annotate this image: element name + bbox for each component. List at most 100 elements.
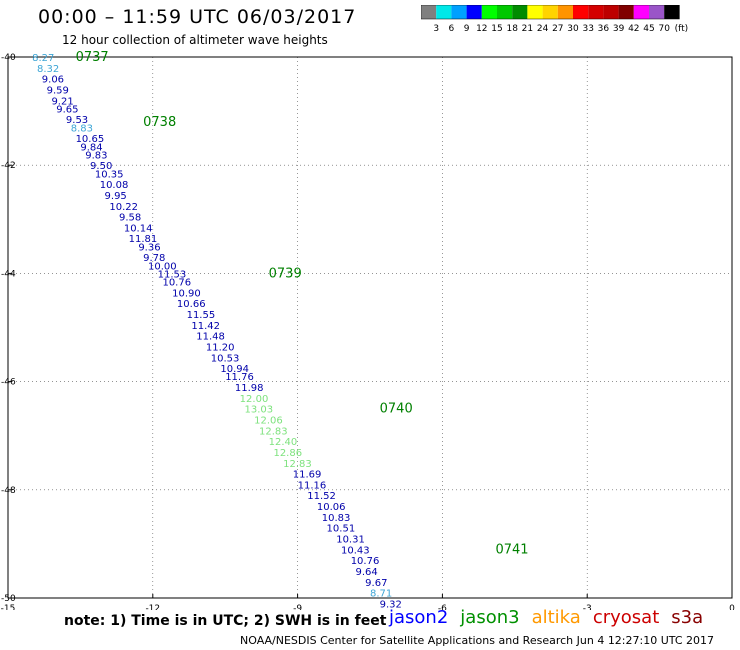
wave-height-label: 9.53 [66, 115, 88, 126]
wave-height-label: 12.83 [283, 459, 312, 470]
colorbar-swatch [451, 5, 467, 19]
wave-height-map: -15 -12 -9 -6 -3 0-40-42-44-46-48-508.278.329… [1, 50, 735, 610]
colorbar-label: 39 [613, 24, 625, 34]
wave-height-label: 10.22 [109, 202, 138, 213]
page-subtitle: 12 hour collection of altimeter wave hei… [62, 33, 328, 47]
wave-height-label: 10.14 [124, 223, 153, 234]
colorbar-swatch [542, 5, 558, 19]
colorbar-swatch [573, 5, 589, 19]
wave-height-label: 9.59 [47, 85, 69, 96]
units-note: note: 1) Time is in UTC; 2) SWH is in fe… [64, 613, 387, 629]
pass-time-label: 0741 [495, 542, 528, 557]
wave-height-label: 9.95 [105, 191, 127, 202]
pass-time-label: 0740 [380, 402, 413, 417]
wave-height-label: 13.03 [245, 405, 274, 416]
wave-height-label: 11.81 [129, 234, 158, 245]
satellite-legend-item: cryosat [592, 607, 660, 628]
colorbar-label: 70 [658, 24, 670, 34]
wave-height-colorbar: 3 6 9 12 15 18 21 24 27 30 33 36 39 42 45 70 (ft) [421, 5, 689, 34]
wave-height-label: 11.20 [206, 342, 235, 353]
pass-time-label: 0737 [76, 50, 109, 65]
pass-time-label: 0738 [143, 115, 176, 130]
wave-height-label: 8.83 [71, 123, 93, 134]
wave-height-label: 11.16 [298, 480, 327, 491]
colorbar-unit: (ft) [675, 24, 689, 34]
wave-height-label: 10.66 [177, 299, 206, 310]
wave-height-label: 10.76 [351, 556, 380, 567]
wave-height-label: 10.31 [336, 534, 365, 545]
wave-height-label: 9.06 [42, 75, 64, 86]
colorbar-label: 9 [464, 24, 470, 34]
wave-height-label: 10.94 [220, 364, 249, 375]
colorbar-swatch [497, 5, 513, 19]
colorbar-label: 42 [628, 24, 639, 34]
colorbar-swatch [421, 5, 437, 19]
colorbar-swatch [436, 5, 452, 19]
wave-height-label: 9.58 [119, 213, 141, 224]
x-tick-label: -6 [438, 604, 447, 610]
satellite-legend-item: s3a [671, 607, 704, 628]
colorbar-swatch [512, 5, 528, 19]
satellite-legend-item: jason2 [389, 607, 449, 628]
x-tick-label: 0 [729, 604, 735, 610]
colorbar-label: 36 [598, 24, 610, 34]
wave-height-label: 9.83 [85, 150, 107, 161]
wave-height-label: 10.00 [148, 261, 177, 272]
page-title: 00:00 – 11:59 UTC 06/03/2017 [38, 6, 357, 28]
x-tick-label: -3 [583, 604, 592, 610]
wave-height-label: 11.76 [225, 372, 254, 383]
wave-height-label: 9.32 [380, 599, 402, 610]
wave-height-label: 10.76 [162, 278, 191, 289]
wave-height-label: 9.64 [356, 567, 378, 578]
colorbar-swatch [481, 5, 497, 19]
colorbar-label: 3 [433, 24, 439, 34]
wave-height-label: 10.51 [327, 524, 356, 535]
x-tick-label: -9 [293, 604, 302, 610]
colorbar-swatch [588, 5, 604, 19]
wave-height-label: 12.86 [273, 448, 302, 459]
colorbar-swatch [664, 5, 680, 19]
wave-height-label: 10.35 [95, 169, 124, 180]
colorbar-swatch [633, 5, 649, 19]
wave-height-label: 11.48 [196, 332, 225, 343]
colorbar-swatch [618, 5, 634, 19]
x-tick-label: -15 [1, 604, 16, 610]
colorbar-swatch [603, 5, 619, 19]
wave-height-label: 10.43 [341, 545, 370, 556]
wave-height-label: 12.00 [240, 394, 269, 405]
wave-height-label: 10.06 [317, 502, 346, 513]
wave-height-label: 10.53 [211, 353, 240, 364]
colorbar-label: 15 [491, 24, 502, 34]
colorbar-label: 45 [643, 24, 654, 34]
wave-height-label: 11.42 [191, 321, 220, 332]
wave-height-label: 9.84 [80, 142, 102, 153]
colorbar-swatch [527, 5, 543, 19]
wave-height-label: 12.06 [254, 415, 283, 426]
satellite-legend-item: jason3 [460, 607, 520, 628]
wave-height-label: 10.08 [100, 180, 129, 191]
satellite-legend: jason2 jason3 altika cryosat s3a [389, 607, 715, 628]
wave-height-label: 9.65 [56, 104, 78, 115]
colorbar-label: 27 [552, 24, 563, 34]
wave-height-label: 11.55 [187, 310, 216, 321]
wave-height-label: 8.71 [370, 589, 392, 600]
wave-height-label: 11.52 [307, 491, 336, 502]
wave-height-label: 9.78 [143, 253, 165, 264]
x-tick-label: -12 [145, 604, 160, 610]
colorbar-label: 24 [537, 24, 549, 34]
wave-height-label: 8.27 [32, 53, 54, 64]
satellite-legend-item: altika [531, 607, 581, 628]
colorbar-label: 12 [476, 24, 487, 34]
colorbar-label: 6 [449, 24, 455, 34]
colorbar-label: 21 [522, 24, 533, 34]
credit-line: NOAA/NESDIS Center for Satellite Applica… [240, 634, 715, 647]
wave-height-label: 10.90 [172, 288, 201, 299]
wave-height-label: 12.83 [259, 426, 288, 437]
y-tick-label: -50 [1, 594, 16, 604]
wave-height-label: 11.53 [158, 269, 187, 280]
wave-height-label: 9.21 [51, 96, 73, 107]
wave-height-label: 8.32 [37, 64, 59, 75]
colorbar-frame [421, 5, 680, 20]
colorbar-swatch [466, 5, 482, 19]
wave-height-label: 10.65 [76, 134, 105, 145]
